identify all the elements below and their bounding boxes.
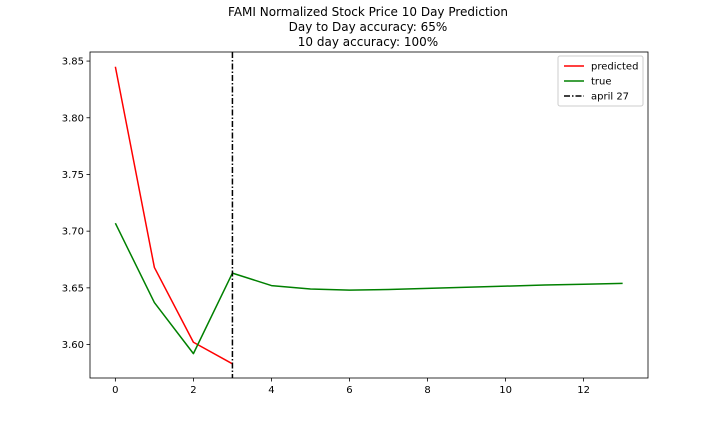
chart-title-line-2: Day to Day accuracy: 65%	[289, 20, 448, 34]
x-tick-label: 6	[346, 385, 352, 396]
axes-frame	[89, 51, 649, 379]
y-tick-label: 3.75	[62, 170, 84, 181]
x-tick-label: 2	[190, 385, 196, 396]
y-tick-label: 3.80	[62, 113, 84, 124]
series-line-true	[114, 222, 623, 355]
y-tick-label: 3.85	[62, 57, 84, 68]
plot-area: 0 2 4 6 8 10 12 3.60 3.65 3.70 3.75 3.80 3.85	[62, 51, 649, 396]
y-tick-label: 3.70	[62, 227, 84, 238]
legend-label-true: true	[591, 77, 612, 88]
x-tick-label: 12	[577, 385, 590, 396]
y-tick-label: 3.65	[62, 283, 84, 294]
legend: predicted true april 27	[557, 55, 644, 107]
legend-label-predicted: predicted	[591, 62, 638, 73]
x-tick-label: 4	[268, 385, 274, 396]
x-tick-label: 8	[424, 385, 430, 396]
y-tick-label: 3.60	[62, 340, 84, 351]
legend-frame	[557, 55, 644, 107]
legend-label-april-27: april 27	[591, 92, 629, 103]
chart-title-line-1: FAMI Normalized Stock Price 10 Day Predi…	[228, 5, 508, 19]
series-line-predicted	[114, 66, 233, 365]
x-tick-label: 10	[499, 385, 512, 396]
x-tick-label: 0	[112, 385, 118, 396]
chart-title-line-3: 10 day accuracy: 100%	[298, 35, 438, 49]
